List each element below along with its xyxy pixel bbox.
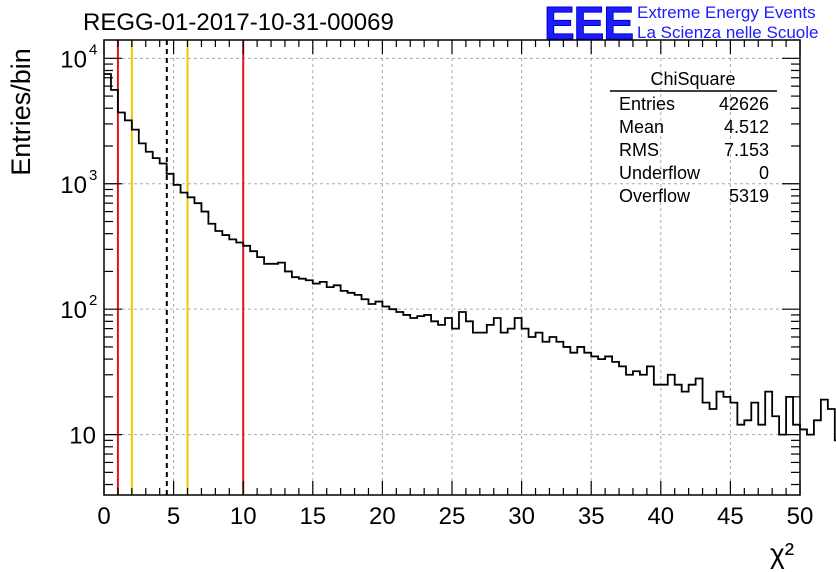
stats-label: Mean xyxy=(619,117,664,137)
stats-title: ChiSquare xyxy=(650,69,735,89)
y-tick-label: 10 xyxy=(60,172,87,199)
reference-lines xyxy=(116,40,245,495)
y-tick-exponent: 3 xyxy=(89,167,97,184)
x-tick-label: 20 xyxy=(369,503,396,530)
chart-title: REGG-01-2017-10-31-00069 xyxy=(83,9,394,36)
y-tick-label: 10 xyxy=(60,46,87,73)
x-axis-label: χ² xyxy=(770,538,794,569)
x-tick-label: 35 xyxy=(578,503,605,530)
logo-line-1: Extreme Energy Events xyxy=(637,3,816,22)
y-axis-label: Entries/bin xyxy=(6,48,36,176)
x-tick-label: 45 xyxy=(717,503,744,530)
stats-value: 7.153 xyxy=(724,140,769,160)
stats-value: 5319 xyxy=(729,186,769,206)
x-tick-label: 40 xyxy=(647,503,674,530)
x-tick-label: 5 xyxy=(167,503,180,530)
x-tick-label: 15 xyxy=(299,503,326,530)
y-tick-label: 10 xyxy=(69,423,96,450)
stats-label: Entries xyxy=(619,94,675,114)
stats-box: ChiSquare Entries 42626 Mean 4.512 RMS 7.153 U… xyxy=(610,69,777,206)
x-tick-label: 50 xyxy=(787,503,814,530)
y-tick-exponent: 4 xyxy=(89,41,97,58)
y-tick-label: 10 xyxy=(60,297,87,324)
stats-label: Overflow xyxy=(619,186,691,206)
logo-line-2: La Scienza nelle Scuole xyxy=(637,23,819,42)
axis-ticks xyxy=(103,40,801,495)
grid-lines xyxy=(104,40,800,495)
eee-logo: EEE xyxy=(543,0,634,49)
x-tick-label: 25 xyxy=(439,503,466,530)
stats-label: Underflow xyxy=(619,163,701,183)
stats-value: 42626 xyxy=(719,94,769,114)
y-tick-exponent: 2 xyxy=(89,292,97,309)
stats-label: RMS xyxy=(619,140,659,160)
stats-value: 4.512 xyxy=(724,117,769,137)
stats-value: 0 xyxy=(759,163,769,183)
x-tick-label: 0 xyxy=(97,503,110,530)
x-tick-label: 10 xyxy=(230,503,257,530)
x-tick-label: 30 xyxy=(508,503,535,530)
